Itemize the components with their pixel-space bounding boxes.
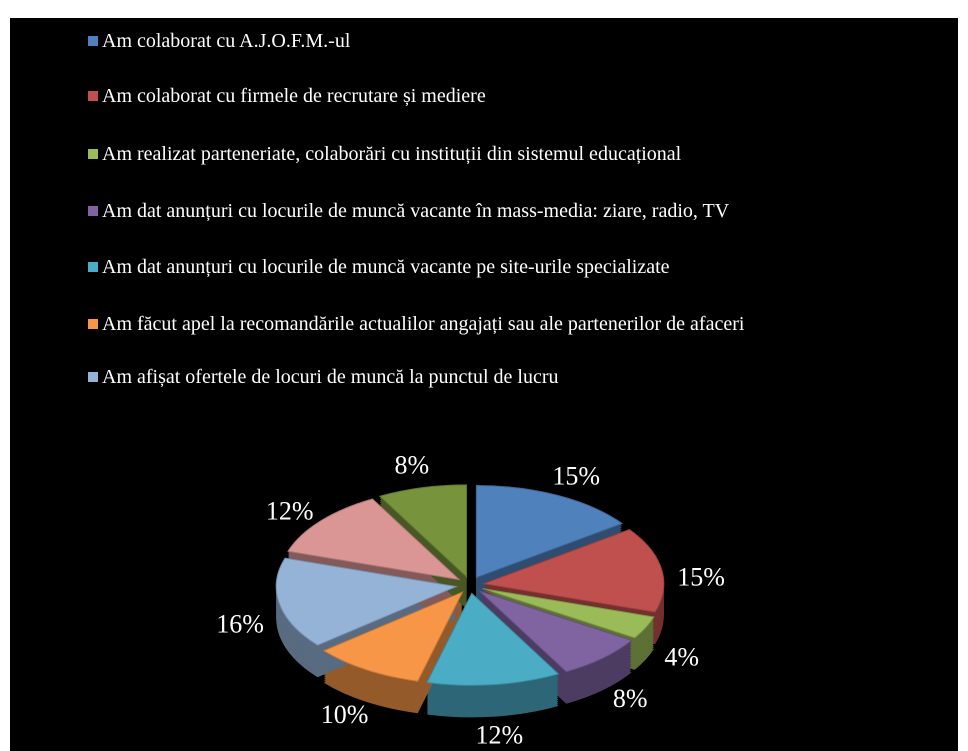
slice bbox=[378, 484, 468, 579]
pie bbox=[275, 484, 665, 718]
legend-label: Am dat anunțuri cu locurile de muncă vac… bbox=[102, 200, 730, 222]
legend-swatch bbox=[88, 372, 98, 382]
legend-swatch bbox=[88, 91, 98, 101]
slice bbox=[275, 557, 459, 646]
data-label: 12% bbox=[266, 496, 314, 525]
data-label: 8% bbox=[394, 451, 429, 480]
slice bbox=[475, 485, 624, 579]
legend-item: Am realizat parteneriate, colaborări cu … bbox=[88, 143, 962, 165]
data-label: 10% bbox=[321, 700, 369, 729]
legend-label: Am colaborat cu A.J.O.F.M.-ul bbox=[102, 30, 351, 52]
legend-swatch bbox=[88, 319, 98, 329]
legend-item: Am colaborat cu firmele de recrutare și … bbox=[88, 85, 962, 107]
slice bbox=[287, 498, 461, 581]
legend-label: Am dat anunțuri cu locurile de muncă vac… bbox=[102, 256, 670, 278]
legend-swatch bbox=[88, 149, 98, 159]
slice bbox=[481, 529, 665, 613]
legend-item: Am făcut apel la recomandările actualilo… bbox=[88, 313, 962, 335]
legend-item: Am colaborat cu A.J.O.F.M.-ul bbox=[88, 30, 962, 52]
slice bbox=[322, 591, 464, 682]
data-label: 16% bbox=[216, 610, 264, 639]
legend-swatch bbox=[88, 36, 98, 46]
slice bbox=[426, 592, 560, 686]
legend-item: Am dat anunțuri cu locurile de muncă vac… bbox=[88, 256, 962, 278]
data-label: 8% bbox=[613, 684, 648, 713]
legend-label: Am colaborat cu firmele de recrutare și … bbox=[102, 85, 486, 107]
legend-label: Am realizat parteneriate, colaborări cu … bbox=[102, 143, 682, 165]
data-label: 12% bbox=[475, 720, 523, 749]
legend-swatch bbox=[88, 262, 98, 272]
legend-item: Am afișat ofertele de locuri de muncă la… bbox=[88, 366, 962, 388]
slice bbox=[479, 590, 633, 673]
legend-label: Am făcut apel la recomandările actualilo… bbox=[102, 313, 745, 335]
data-label: 15% bbox=[552, 461, 600, 490]
data-label: 15% bbox=[677, 562, 725, 591]
slice bbox=[482, 588, 655, 639]
legend-label: Am afișat ofertele de locuri de muncă la… bbox=[102, 366, 559, 388]
legend-swatch bbox=[88, 206, 98, 216]
legend-item: Am dat anunțuri cu locurile de muncă vac… bbox=[88, 200, 962, 222]
data-label: 4% bbox=[664, 643, 699, 672]
